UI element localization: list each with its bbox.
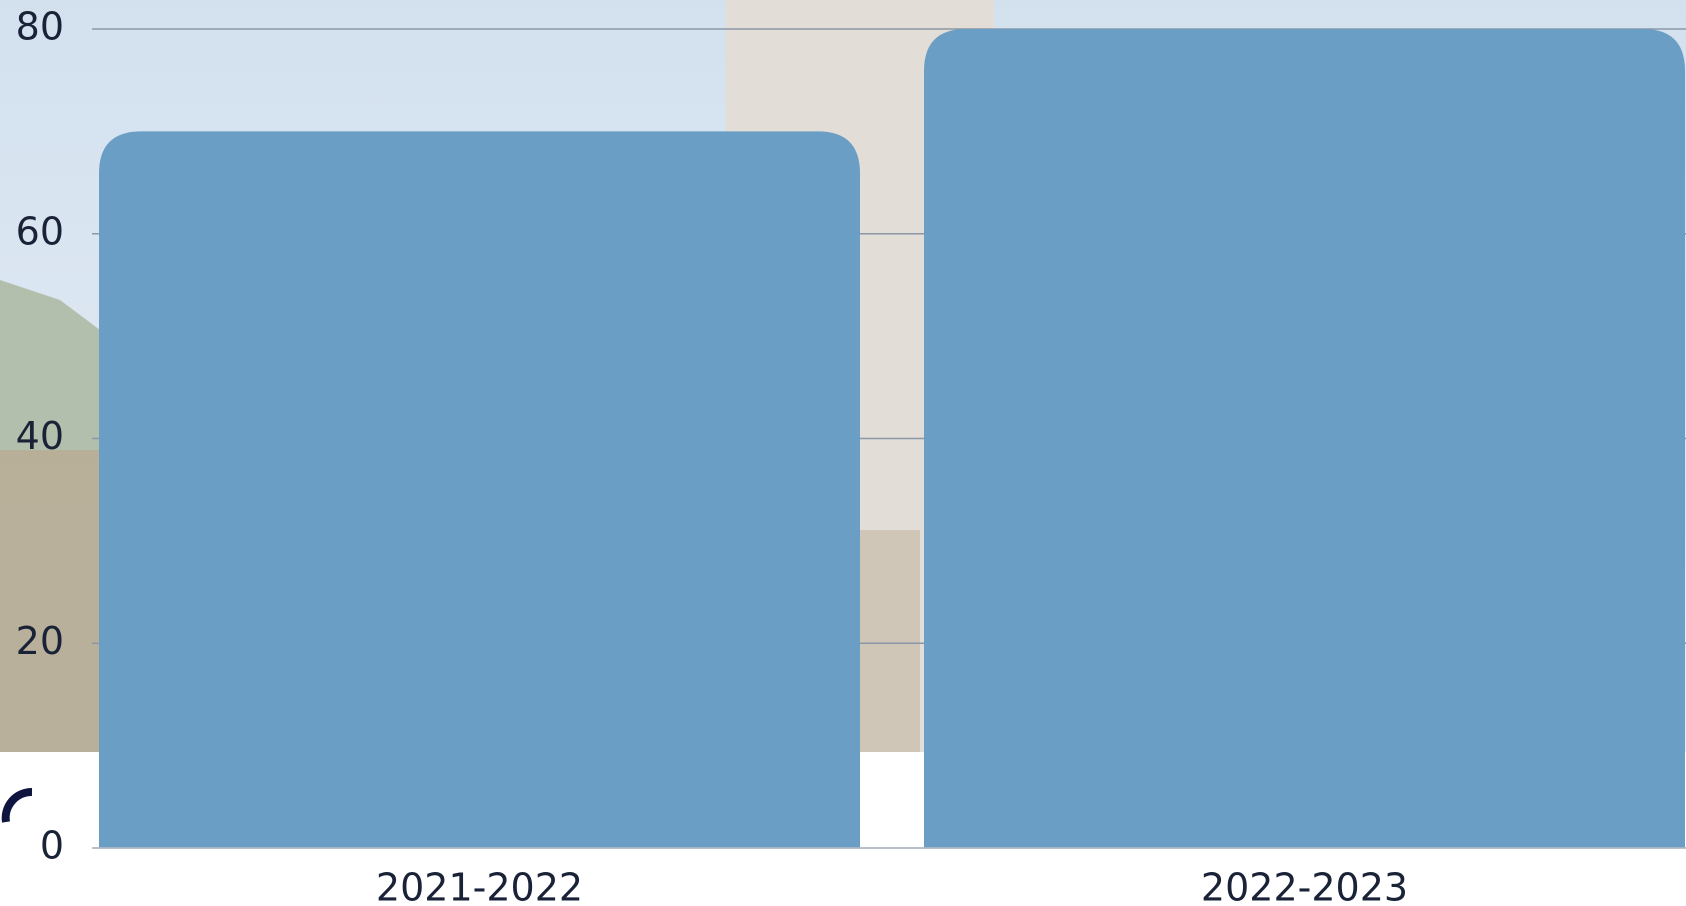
decor-arc [1, 787, 33, 823]
bar [924, 29, 1685, 848]
x-tick-label: 2021-2022 [376, 866, 583, 906]
y-tick-label: 60 [16, 209, 64, 253]
bar [99, 131, 860, 848]
tower-base [860, 530, 920, 752]
y-tick-label: 20 [16, 619, 64, 663]
x-tick-label: 2022-2023 [1201, 866, 1408, 906]
y-tick-label: 0 [40, 824, 64, 868]
labels: 0 20 40 60 80 2021-2022 2022-2023 [16, 5, 1686, 906]
y-tick-label: 80 [16, 5, 64, 49]
stone-wall [0, 450, 100, 752]
bars [99, 29, 1685, 848]
y-tick-label: 40 [16, 414, 64, 458]
